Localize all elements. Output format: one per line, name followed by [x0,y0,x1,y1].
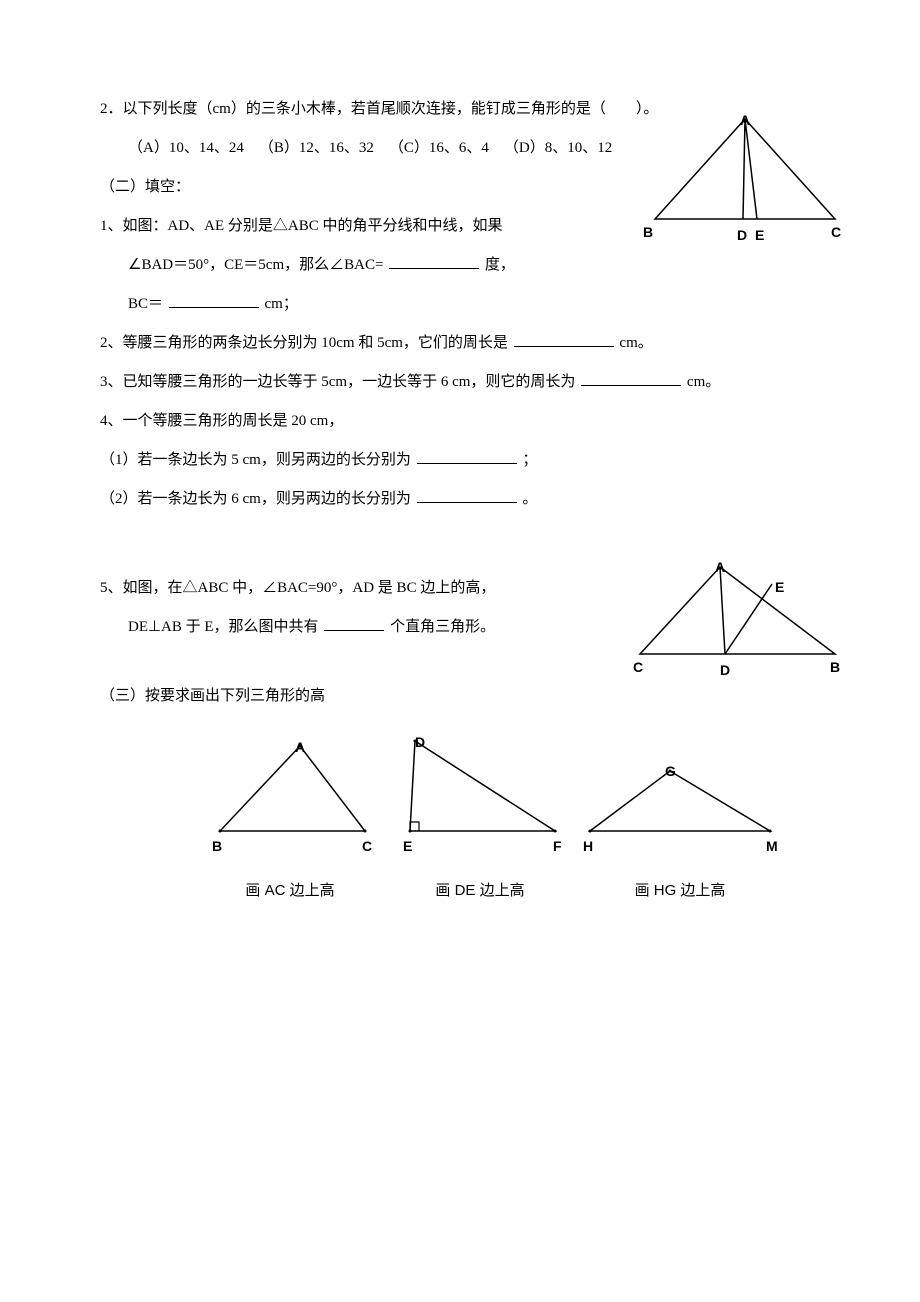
q2-optB: （B）12、16、32 [259,140,374,156]
f2a: 2、等腰三角形的两条边长分别为 10cm 和 5cm，它们的周长是 [100,335,508,351]
blank-bac[interactable] [389,254,479,269]
f1-line2: ∠BAD＝50°，CE＝5cm，那么∠BAC= 度， [100,246,825,285]
f4-p2b: 。 [522,491,537,507]
f1-line1: 1、如图：AD、AE 分别是△ABC 中的角平分线和中线，如果 [100,207,825,246]
lbl2-B: B [830,649,840,685]
f1-line3a: BC＝ [128,296,163,312]
triangle-abc: A B C [200,726,380,846]
triC-H: H [583,828,593,864]
f4-p1: （1）若一条边长为 5 cm，则另两边的长分别为 ； [100,441,825,480]
triA-C: C [362,828,372,864]
q2-optD: （D）8、10、12 [504,140,612,156]
f2: 2、等腰三角形的两条边长分别为 10cm 和 5cm，它们的周长是 cm。 [100,324,825,363]
triA-A: A [295,729,305,765]
f1-line2a: ∠BAD＝50°，CE＝5cm，那么∠BAC= [128,257,387,273]
lbl2-E: E [775,569,784,605]
f4-p1b: ； [522,452,537,468]
f3a: 3、已知等腰三角形的一边长等于 5cm，一边长等于 6 cm，则它的周长为 [100,374,575,390]
blank-f5[interactable] [324,616,384,631]
blank-f3[interactable] [581,371,681,386]
f5-line1-text: 5、如图，在△ABC 中，∠BAC=90°，AD 是 BC 边上的高， [100,580,495,596]
f3: 3、已知等腰三角形的一边长等于 5cm，一边长等于 6 cm，则它的周长为 cm… [100,363,825,402]
triB-F: F [553,828,562,864]
f1-line3b: cm； [265,296,298,312]
f4-stem: 4、一个等腰三角形的周长是 20 cm， [100,402,825,441]
sec3-heading: （三）按要求画出下列三角形的高 [100,677,825,716]
blank-f4-1[interactable] [417,449,517,464]
q2-options: （A）10、14、24 （B）12、16、32 （C）16、6、4 （D）8、1… [100,129,825,168]
cap3: 画 HG 边上高 [580,871,780,910]
f5-line2: DE⊥AB 于 E，那么图中共有 个直角三角形。 [100,608,825,647]
f4-p2a: （2）若一条边长为 6 cm，则另两边的长分别为 [100,491,411,507]
f1-line3: BC＝ cm； [100,285,825,324]
f1-line2b: 度， [485,257,515,273]
triA-B: B [212,828,222,864]
f5-line1: 5、如图，在△ABC 中，∠BAC=90°，AD 是 BC 边上的高， A E … [100,569,825,608]
q2-optA: （A）10、14、24 [128,140,244,156]
lbl2-A: A [715,549,725,585]
f5-line2b: 个直角三角形。 [390,619,495,635]
cap1: 画 AC 边上高 [200,871,380,910]
lbl-C: C [831,214,841,250]
blank-f2[interactable] [514,332,614,347]
blank-bc[interactable] [169,293,259,308]
triangle-def: D E F [395,726,565,846]
captions-row: 画 AC 边上高 画 DE 边上高 画 HG 边上高 [100,871,825,910]
triangles-row: A B C D E F G H M [100,726,825,846]
triB-D: D [415,724,425,760]
q2-stem-text: 2．以下列长度（cm）的三条小木棒，若首尾顺次连接，能钉成三角形的是（ ）。 [100,101,658,117]
f4-p1a: （1）若一条边长为 5 cm，则另两边的长分别为 [100,452,411,468]
f3b: cm。 [687,374,720,390]
q2-optC: （C）16、6、4 [389,140,489,156]
triB-E: E [403,828,412,864]
triangle-ghm: G H M [580,726,780,846]
triC-G: G [665,753,676,789]
cap2: 画 DE 边上高 [395,871,565,910]
f4-p2: （2）若一条边长为 6 cm，则另两边的长分别为 。 [100,480,825,519]
triC-M: M [766,828,778,864]
sec2-heading: （二）填空： [100,168,825,207]
lbl-A: A [740,102,750,138]
f5-line2a: DE⊥AB 于 E，那么图中共有 [128,619,319,635]
blank-f4-2[interactable] [417,488,517,503]
f2b: cm。 [619,335,652,351]
